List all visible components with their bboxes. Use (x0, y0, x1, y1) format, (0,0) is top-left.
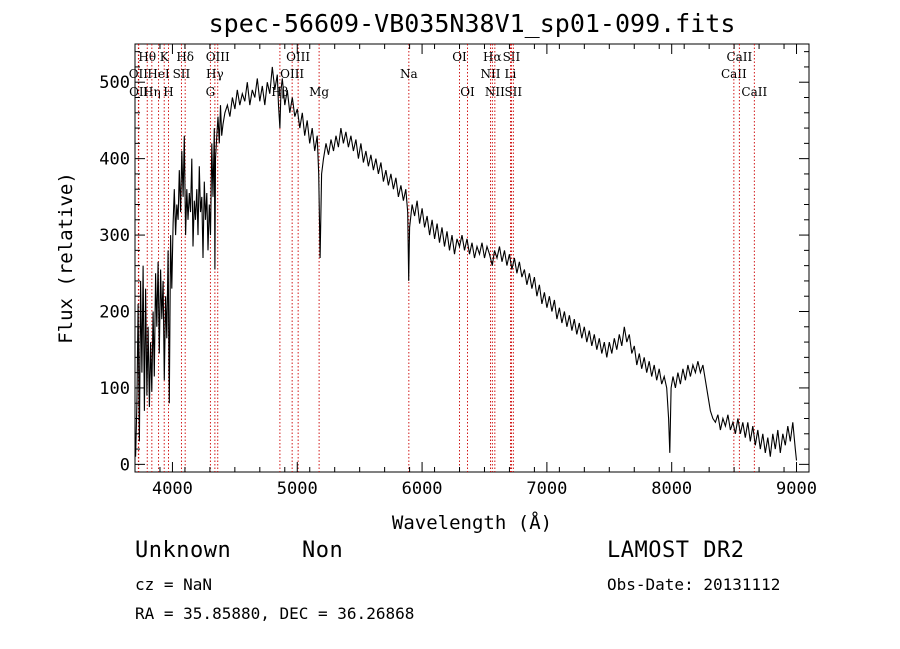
y-tick-label: 200 (99, 303, 130, 323)
line-marker-label: OIII (280, 67, 304, 81)
line-marker-label: OI (452, 50, 467, 64)
x-tick-label: 7000 (526, 479, 567, 499)
y-tick-label: 0 (120, 455, 130, 475)
line-marker-label: H (163, 85, 173, 99)
line-marker-label: Hγ (206, 67, 224, 81)
line-marker-label: SII (504, 85, 522, 99)
line-marker-label: Hα (483, 50, 502, 64)
line-marker-label: CaII (721, 67, 747, 81)
x-tick-label: 5000 (277, 479, 318, 499)
x-axis-label: Wavelength (Å) (392, 511, 552, 534)
line-marker-label: OII (129, 67, 149, 81)
subclass-label: Non (302, 538, 344, 563)
line-marker-label: NII (485, 85, 505, 99)
line-marker-label: OIII (206, 50, 230, 64)
line-marker-label: SII (503, 50, 521, 64)
line-marker-label: NII (480, 67, 500, 81)
line-marker-label: Hδ (176, 50, 194, 64)
line-marker-label: OII (129, 85, 149, 99)
emission-line-markers: OIIOIIHθHηHeIKHSIIHδGHγOIIIHβOIIIOIIIMgN… (129, 44, 767, 472)
y-tick-label: 300 (99, 226, 130, 246)
line-marker-label: OI (460, 85, 475, 99)
line-marker-label: HeI (147, 67, 170, 81)
class-label: Unknown (135, 538, 232, 563)
obs-date-label: Obs-Date: 20131112 (607, 575, 781, 594)
plot-frame (134, 43, 810, 473)
line-marker-label: K (160, 50, 170, 64)
y-tick-label: 500 (99, 73, 130, 93)
y-axis-label: Flux (relative) (55, 172, 77, 344)
x-tick-label: 8000 (651, 479, 692, 499)
spectrum-line (135, 66, 798, 461)
line-marker-label: Hθ (138, 50, 156, 64)
coordinates-label: RA = 35.85880, DEC = 36.26868 (135, 604, 415, 623)
x-tick-label: 9000 (776, 479, 817, 499)
y-tick-label: 400 (99, 150, 130, 170)
line-marker-label: Na (400, 67, 418, 81)
axis-ticks: 4000 5000 6000 7000 8000 9000 0 100 200 300 400 500 (99, 44, 817, 499)
y-tick-label: 100 (99, 379, 130, 399)
line-marker-label: Hη (143, 85, 161, 99)
redshift-label: cz = NaN (135, 575, 213, 594)
line-marker-label: CaII (726, 50, 752, 64)
x-tick-label: 4000 (152, 479, 193, 499)
chart-title: spec-56609-VB035N38V1_sp01-099.fits (209, 9, 736, 38)
x-tick-label: 6000 (402, 479, 443, 499)
line-marker-label: G (206, 85, 216, 99)
line-marker-label: Li (505, 67, 517, 81)
line-marker-label: CaII (741, 85, 767, 99)
line-marker-label: OIII (286, 50, 310, 64)
survey-label: LAMOST DR2 (607, 538, 745, 563)
line-marker-label: Mg (309, 85, 329, 99)
line-marker-label: SII (173, 67, 191, 81)
